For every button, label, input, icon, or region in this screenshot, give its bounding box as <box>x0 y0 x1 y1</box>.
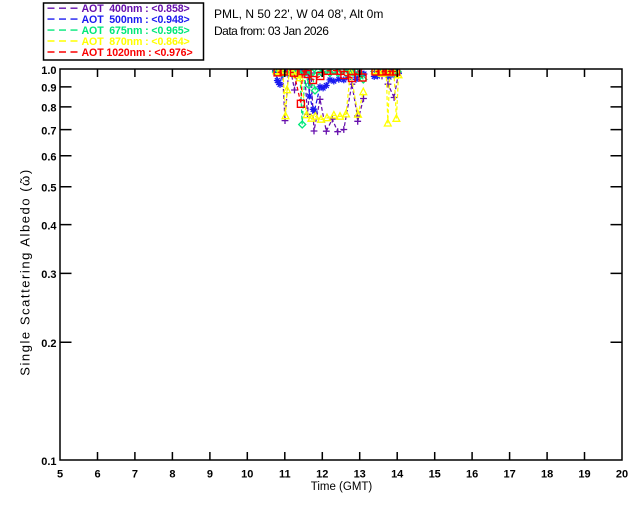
svg-text:0.1: 0.1 <box>41 456 56 468</box>
svg-text:0.5: 0.5 <box>41 183 56 195</box>
svg-text:20: 20 <box>616 469 628 481</box>
svg-text:AOT 1020nm : <0.976>: AOT 1020nm : <0.976> <box>82 47 193 59</box>
svg-text:6: 6 <box>94 469 100 481</box>
svg-text:16: 16 <box>466 469 478 481</box>
svg-text:AOT 675nm : <0.965>: AOT 675nm : <0.965> <box>82 25 190 37</box>
svg-text:0.3: 0.3 <box>41 269 56 281</box>
svg-text:12: 12 <box>316 469 328 481</box>
svg-text:9: 9 <box>207 469 213 481</box>
svg-text:5: 5 <box>57 469 63 481</box>
svg-text:Single Scattering Albedo (ῶ): Single Scattering Albedo (ῶ) <box>17 168 32 375</box>
svg-text:1.0: 1.0 <box>41 65 56 77</box>
svg-text:8: 8 <box>169 469 175 481</box>
svg-text:0.4: 0.4 <box>41 220 57 232</box>
svg-text:0.2: 0.2 <box>41 338 56 350</box>
svg-text:Data from: 03 Jan 2026: Data from: 03 Jan 2026 <box>214 24 329 38</box>
svg-text:11: 11 <box>279 469 291 481</box>
svg-text:Time (GMT): Time (GMT) <box>311 481 373 493</box>
svg-text:AOT 870nm : <0.864>: AOT 870nm : <0.864> <box>82 36 190 48</box>
svg-text:19: 19 <box>578 469 590 481</box>
svg-text:7: 7 <box>132 469 138 481</box>
svg-text:14: 14 <box>391 469 404 481</box>
svg-text:13: 13 <box>354 469 366 481</box>
svg-text:0.9: 0.9 <box>41 83 56 95</box>
svg-text:0.7: 0.7 <box>41 125 56 137</box>
svg-text:AOT 500nm : <0.948>: AOT 500nm : <0.948> <box>82 14 190 26</box>
svg-text:17: 17 <box>503 469 515 481</box>
svg-text:0.8: 0.8 <box>41 103 56 115</box>
svg-text:15: 15 <box>429 469 441 481</box>
svg-text:0.6: 0.6 <box>41 152 56 164</box>
svg-text:PML, N 50 22', W 04 08', Alt 0: PML, N 50 22', W 04 08', Alt 0m <box>214 7 383 21</box>
svg-text:10: 10 <box>241 469 253 481</box>
svg-text:18: 18 <box>541 469 553 481</box>
svg-text:AOT 400nm : <0.858>: AOT 400nm : <0.858> <box>82 3 190 15</box>
